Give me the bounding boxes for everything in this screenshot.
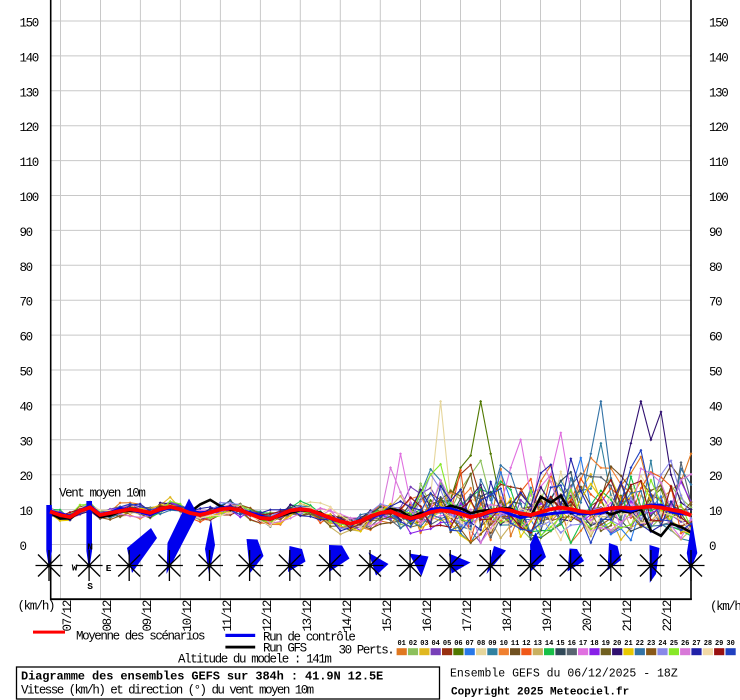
svg-text:30: 30: [726, 640, 734, 648]
svg-text:09/12: 09/12: [141, 600, 155, 631]
svg-text:07/12: 07/12: [61, 600, 75, 631]
svg-text:Ensemble GEFS du 06/12/2025 -: Ensemble GEFS du 06/12/2025 - 18Z: [450, 668, 678, 681]
svg-text:10: 10: [709, 505, 722, 519]
svg-text:21/12: 21/12: [621, 600, 635, 631]
svg-text:09: 09: [488, 640, 496, 648]
svg-text:17/12: 17/12: [461, 600, 475, 631]
svg-text:120: 120: [20, 121, 39, 135]
svg-text:20: 20: [613, 640, 621, 648]
svg-text:80: 80: [709, 261, 722, 275]
svg-text:18/12: 18/12: [501, 600, 515, 631]
svg-text:19: 19: [602, 640, 610, 648]
svg-text:10/12: 10/12: [181, 600, 195, 631]
svg-text:12: 12: [522, 640, 530, 648]
svg-text:110: 110: [20, 156, 39, 170]
svg-text:70: 70: [20, 296, 33, 310]
svg-text:14/12: 14/12: [341, 600, 355, 631]
svg-text:10: 10: [500, 640, 508, 648]
svg-text:08: 08: [477, 640, 485, 648]
svg-text:150: 150: [20, 17, 39, 31]
svg-text:Vitesse (km/h) et direction (°: Vitesse (km/h) et direction (°) du vent …: [21, 684, 314, 698]
svg-text:21: 21: [624, 640, 632, 648]
svg-text:50: 50: [20, 366, 33, 380]
svg-text:19/12: 19/12: [541, 600, 555, 631]
svg-text:70: 70: [709, 296, 722, 310]
svg-text:15: 15: [556, 640, 564, 648]
svg-text:17: 17: [579, 640, 587, 648]
svg-text:Moyenne des scénarios: Moyenne des scénarios: [76, 630, 205, 644]
svg-text:14: 14: [545, 640, 553, 648]
svg-text:S: S: [87, 581, 93, 592]
svg-text:16: 16: [568, 640, 576, 648]
svg-text:04: 04: [431, 640, 439, 648]
svg-text:Diagramme des ensembles GEFS s: Diagramme des ensembles GEFS sur 384h : …: [21, 670, 383, 684]
svg-text:Copyright 2025 Meteociel.fr: Copyright 2025 Meteociel.fr: [451, 687, 629, 699]
svg-text:20/12: 20/12: [581, 600, 595, 631]
svg-text:Run GFS: Run GFS: [263, 642, 307, 656]
svg-text:110: 110: [709, 156, 728, 170]
svg-text:10: 10: [20, 505, 33, 519]
svg-text:80: 80: [20, 261, 33, 275]
svg-text:40: 40: [20, 400, 33, 414]
svg-text:25: 25: [670, 640, 678, 648]
svg-text:Altitude du modele : 141m: Altitude du modele : 141m: [178, 653, 331, 667]
svg-text:60: 60: [709, 331, 722, 345]
svg-text:(km/h): (km/h): [710, 600, 740, 614]
svg-text:03: 03: [420, 640, 428, 648]
svg-text:07: 07: [465, 640, 473, 648]
svg-text:E: E: [106, 563, 112, 574]
svg-text:12/12: 12/12: [261, 600, 275, 631]
svg-text:15/12: 15/12: [381, 600, 395, 631]
svg-text:20: 20: [20, 470, 33, 484]
svg-text:06: 06: [454, 640, 462, 648]
svg-text:28: 28: [704, 640, 712, 648]
svg-text:140: 140: [20, 51, 39, 65]
svg-text:90: 90: [20, 226, 33, 240]
svg-text:130: 130: [20, 86, 39, 100]
svg-text:30 Perts.: 30 Perts.: [339, 644, 394, 658]
svg-text:W: W: [72, 563, 78, 574]
svg-text:11: 11: [511, 640, 519, 648]
svg-text:29: 29: [715, 640, 723, 648]
svg-text:27: 27: [692, 640, 700, 648]
svg-text:13: 13: [534, 640, 542, 648]
svg-text:23: 23: [647, 640, 655, 648]
svg-text:N: N: [87, 542, 93, 553]
svg-text:150: 150: [709, 17, 728, 31]
svg-text:26: 26: [681, 640, 689, 648]
svg-text:16/12: 16/12: [421, 600, 435, 631]
svg-text:(km/h): (km/h): [18, 600, 55, 614]
svg-text:60: 60: [20, 331, 33, 345]
svg-text:50: 50: [709, 366, 722, 380]
svg-text:20: 20: [709, 470, 722, 484]
svg-text:24: 24: [658, 640, 666, 648]
svg-text:05: 05: [443, 640, 451, 648]
svg-text:02: 02: [409, 640, 417, 648]
svg-text:22/12: 22/12: [661, 600, 675, 631]
svg-text:120: 120: [709, 121, 728, 135]
svg-text:0: 0: [20, 540, 27, 554]
svg-text:Vent moyen 10m: Vent moyen 10m: [59, 487, 145, 501]
svg-text:30: 30: [709, 435, 722, 449]
svg-text:11/12: 11/12: [221, 600, 235, 631]
svg-text:40: 40: [709, 400, 722, 414]
svg-text:30: 30: [20, 435, 33, 449]
svg-text:18: 18: [590, 640, 598, 648]
svg-text:0: 0: [709, 540, 716, 554]
svg-text:130: 130: [709, 86, 728, 100]
svg-text:Run de contrôle: Run de contrôle: [263, 631, 355, 645]
svg-text:01: 01: [397, 640, 405, 648]
svg-text:100: 100: [20, 191, 39, 205]
svg-text:90: 90: [709, 226, 722, 240]
svg-text:13/12: 13/12: [301, 600, 315, 631]
svg-text:22: 22: [636, 640, 644, 648]
svg-text:100: 100: [709, 191, 728, 205]
svg-text:140: 140: [709, 51, 728, 65]
svg-text:08/12: 08/12: [101, 600, 115, 631]
